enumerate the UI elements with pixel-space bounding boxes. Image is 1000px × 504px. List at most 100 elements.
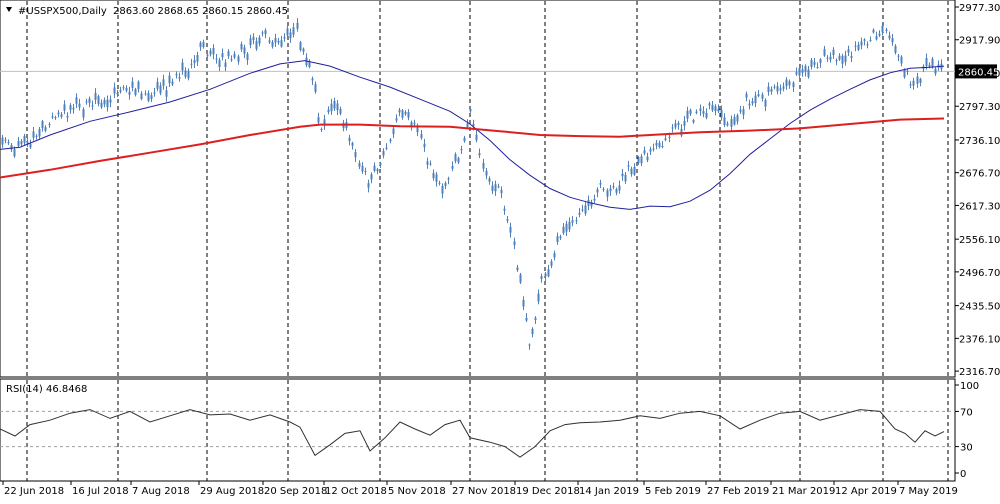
candle-body — [627, 165, 630, 167]
candle-body — [649, 149, 652, 152]
candle-body — [537, 293, 540, 302]
moving-average-fast-line — [0, 60, 945, 210]
candle-body — [788, 81, 791, 86]
candle-body — [94, 92, 97, 100]
candle-body — [540, 276, 543, 279]
candle-body — [240, 43, 243, 50]
candle-body — [351, 142, 354, 146]
candle-body — [770, 88, 773, 92]
candle-body — [485, 170, 488, 176]
candle-body — [184, 70, 187, 77]
candle-body — [13, 149, 16, 157]
symbol-header: #USSPX500,Daily — [18, 6, 107, 17]
candle-body — [202, 41, 205, 47]
y-tick-label: 2676.70 — [959, 169, 1000, 180]
moving-average-layer — [0, 60, 945, 210]
candle-body — [798, 68, 801, 76]
candle-body — [215, 58, 218, 60]
candle-body — [333, 100, 336, 109]
candle-body — [342, 122, 345, 129]
x-tick-label: 16 Jul 2018 — [72, 486, 129, 497]
y-tick-label: 2556.10 — [959, 235, 1000, 246]
candle-body — [680, 128, 683, 136]
candle-body — [348, 137, 351, 142]
candle-body — [336, 103, 339, 111]
candle-body — [881, 25, 884, 33]
candle-body — [702, 111, 705, 114]
main-panel-frame — [0, 0, 956, 378]
candle-body — [556, 236, 559, 243]
candle-body — [637, 157, 640, 163]
candle-body — [286, 28, 289, 36]
candle-body — [885, 29, 888, 31]
candle-body — [78, 103, 81, 108]
x-tick-label: 20 Sep 2018 — [264, 486, 327, 497]
candle-body — [283, 37, 286, 39]
candle-body — [4, 139, 7, 141]
candle-body — [850, 55, 853, 58]
x-tick-label: 29 Aug 2018 — [200, 486, 264, 497]
candle-body — [482, 163, 485, 169]
candle-body — [711, 104, 714, 111]
current-price-label: 2860.45 — [958, 67, 999, 78]
candle-body — [60, 114, 63, 117]
candle-body — [246, 53, 249, 61]
candle-body — [69, 105, 72, 110]
candle-body — [847, 49, 850, 53]
candle-body — [624, 174, 627, 182]
candle-body — [63, 104, 66, 111]
candle-body — [733, 117, 736, 125]
candle-body — [398, 109, 401, 113]
rsi-tick-label: 30 — [960, 443, 973, 454]
candle-body — [88, 98, 91, 104]
candle-body — [606, 190, 609, 197]
candle-body — [640, 156, 643, 164]
candle-body — [891, 38, 894, 43]
candle-body — [187, 71, 190, 79]
candle-body — [109, 99, 112, 103]
candle-body — [268, 40, 271, 43]
candle-body — [528, 344, 531, 346]
candle-body — [742, 109, 745, 115]
candle-body — [506, 219, 509, 221]
candle-body — [23, 135, 26, 143]
candle-body — [299, 42, 302, 50]
candle-body — [602, 188, 605, 190]
candle-body — [376, 169, 379, 172]
candle-body — [863, 39, 866, 41]
candle-body — [618, 185, 621, 191]
candle-body — [75, 97, 78, 104]
candle-body — [516, 267, 519, 271]
candle-body — [621, 173, 624, 177]
candle-body — [199, 42, 202, 48]
candle-body — [134, 88, 137, 95]
candle-body — [494, 184, 497, 192]
axis-layer: 2977.302917.902857.502797.302736.102676.… — [2, 3, 1000, 497]
candle-body — [106, 99, 109, 108]
candle-body — [745, 93, 748, 98]
candle-body — [547, 269, 550, 277]
candle-body — [553, 253, 556, 258]
candle-body — [655, 142, 658, 146]
rsi-tick-label: 0 — [960, 469, 966, 480]
candle-body — [237, 56, 240, 62]
candle-body — [128, 91, 131, 95]
candle-body — [323, 119, 326, 126]
candle-body — [705, 113, 708, 118]
candle-body — [35, 135, 38, 137]
candle-body — [736, 115, 739, 122]
candle-body — [801, 69, 804, 73]
candle-body — [658, 142, 661, 148]
rsi-layer — [0, 409, 955, 458]
candle-body — [277, 41, 280, 43]
candle-body — [292, 27, 295, 35]
candle-body — [426, 161, 429, 165]
candle-body — [754, 95, 757, 104]
y-tick-label: 2316.70 — [959, 367, 1000, 378]
candle-body — [909, 84, 912, 86]
candle-body — [860, 41, 863, 46]
candle-body — [841, 56, 844, 64]
candle-body — [795, 72, 798, 75]
y-tick-label: 2435.50 — [959, 302, 1000, 313]
